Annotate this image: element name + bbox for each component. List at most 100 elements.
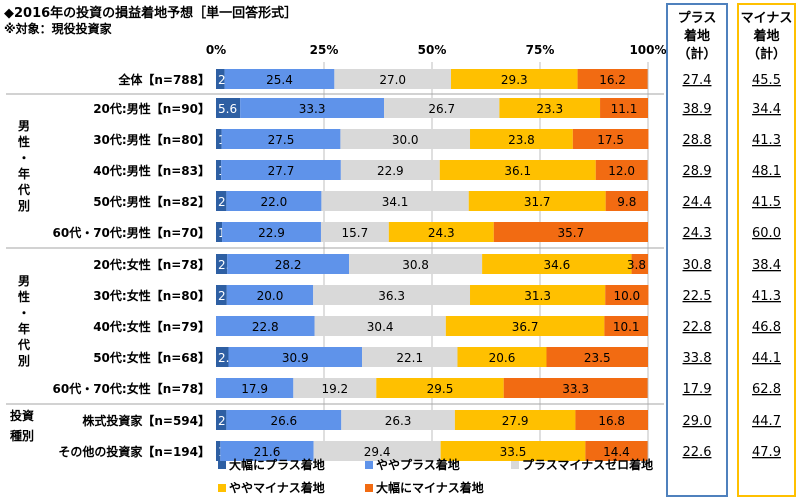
- totals-box: [666, 3, 728, 497]
- bar-segment: [321, 191, 469, 211]
- total-value: 47.9: [752, 445, 781, 460]
- bar-segment: [228, 347, 363, 367]
- bar-segment: [445, 316, 605, 336]
- data-label: 31.7: [524, 195, 551, 209]
- bar-segment: [220, 441, 314, 461]
- bar-segment: [221, 129, 341, 149]
- group-label-char: 年: [18, 166, 30, 181]
- bar-segment: [226, 410, 342, 430]
- totals-header: （計）: [677, 46, 716, 62]
- category-label: 50代:男性【n=82】: [93, 194, 210, 209]
- bar-segment: [349, 254, 483, 274]
- data-label: 28.2: [275, 258, 302, 272]
- total-value: 29.0: [683, 414, 712, 429]
- bar-segment: [216, 69, 225, 89]
- data-label: 29.5: [427, 382, 454, 396]
- bar-segment: [575, 410, 648, 430]
- data-label: 16.8: [598, 414, 625, 428]
- data-label: 33.5: [500, 445, 527, 459]
- group-label-char: 性: [17, 289, 30, 304]
- category-label: 60代・70代:男性【n=70】: [53, 225, 211, 240]
- bar-segment: [503, 378, 648, 398]
- bar-segment: [572, 129, 649, 149]
- group-label-char: 代: [17, 337, 30, 352]
- data-label: 15.7: [342, 226, 369, 240]
- bar-segment: [216, 191, 227, 211]
- bar-segment: [313, 441, 441, 461]
- bar-segment: [440, 441, 586, 461]
- bar-segment: [216, 285, 227, 305]
- bar-segment: [546, 347, 648, 367]
- bar-segment: [468, 191, 606, 211]
- x-tick-label: 75%: [526, 43, 555, 57]
- totals-box: [737, 3, 796, 497]
- bar-segment: [216, 160, 222, 180]
- legend-swatch: [365, 461, 373, 469]
- category-label: 30代:女性【n=80】: [93, 288, 210, 303]
- data-label: 11.1: [611, 102, 638, 116]
- x-tick-label: 25%: [310, 43, 339, 57]
- group-label-char: 種別: [10, 428, 34, 443]
- bar-segment: [595, 160, 648, 180]
- bar-segment: [451, 69, 578, 89]
- bar-segment: [376, 378, 504, 398]
- bar-segment: [457, 347, 547, 367]
- legend-swatch: [365, 484, 373, 492]
- data-label: 17.9: [241, 382, 268, 396]
- data-label: 26.6: [270, 414, 297, 428]
- legend-swatch: [511, 461, 519, 469]
- total-value: 27.4: [683, 73, 712, 88]
- group-label-char: ・: [18, 151, 30, 165]
- data-label: 5.6: [218, 102, 237, 116]
- x-tick-label: 50%: [418, 43, 447, 57]
- data-label: 26.3: [385, 414, 412, 428]
- group-label-char: ・: [18, 306, 30, 320]
- bar-segment: [320, 222, 389, 242]
- category-label: 30代:男性【n=80】: [93, 132, 210, 147]
- data-label: 35.7: [558, 226, 585, 240]
- bar-segment: [341, 410, 455, 430]
- category-label: その他の投資家【n=194】: [58, 444, 210, 459]
- data-label: 21.6: [254, 445, 281, 459]
- total-value: 22.6: [683, 445, 712, 460]
- bar-segment: [216, 316, 315, 336]
- bar-segment: [216, 378, 294, 398]
- data-label: 27.5: [268, 133, 295, 147]
- data-label: 20.0: [257, 289, 284, 303]
- total-value: 17.9: [683, 382, 712, 397]
- category-label: 全体【n=788】: [117, 72, 210, 87]
- total-value: 41.5: [752, 195, 781, 210]
- bar-segment: [384, 98, 500, 118]
- category-label: 20代:女性【n=78】: [93, 257, 210, 272]
- bar-segment: [388, 222, 494, 242]
- legend-label: プラスマイナスゼロ着地: [522, 457, 653, 472]
- total-value: 45.5: [752, 73, 781, 88]
- chart-subtitle: ※対象：現役投資家: [4, 22, 112, 36]
- chart-title: ◆2016年の投資の損益着地予想［単一回答形式］: [4, 6, 298, 21]
- data-label: 36.7: [512, 320, 539, 334]
- total-value: 44.1: [752, 351, 781, 366]
- total-value: 30.8: [683, 258, 712, 273]
- total-value: 34.4: [752, 102, 781, 117]
- bar-segment: [585, 441, 648, 461]
- total-value: 24.3: [683, 226, 712, 241]
- bar-segment: [216, 254, 228, 274]
- total-value: 44.7: [752, 414, 781, 429]
- bar-segment: [605, 191, 648, 211]
- data-label: 9.8: [617, 195, 636, 209]
- x-tick-label: 0%: [206, 43, 226, 57]
- bar-segment: [313, 285, 471, 305]
- data-label: 30.8: [402, 258, 429, 272]
- data-label: 33.3: [562, 382, 589, 396]
- data-label: 33.3: [299, 102, 326, 116]
- group-label-char: 代: [17, 182, 30, 197]
- data-label: 22.9: [377, 164, 404, 178]
- total-value: 48.1: [752, 164, 781, 179]
- group-label-char: 投資: [10, 408, 34, 423]
- data-label: 29.4: [364, 445, 391, 459]
- category-label: 20代:男性【n=90】: [93, 101, 210, 116]
- bar-segment: [293, 378, 377, 398]
- bar-segment: [314, 316, 446, 336]
- bar-segment: [226, 285, 314, 305]
- bar-segment: [605, 285, 649, 305]
